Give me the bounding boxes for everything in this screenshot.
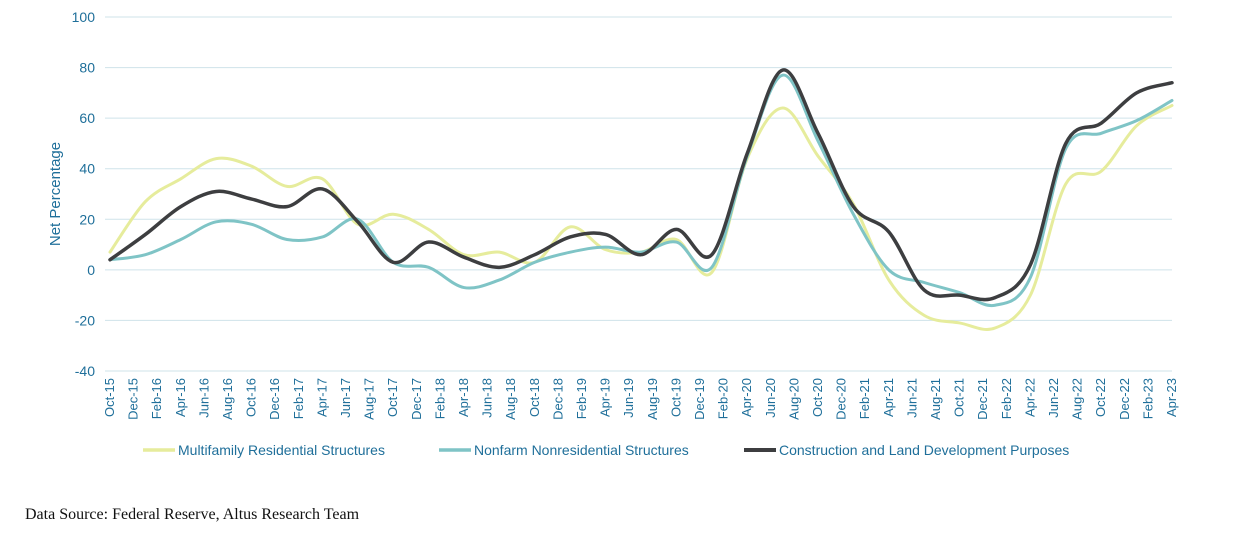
x-tick-label: Dec-19	[692, 378, 707, 420]
legend-label: Nonfarm Nonresidential Structures	[474, 442, 689, 458]
y-tick-label: -40	[75, 363, 95, 379]
gridlines	[105, 16, 1172, 372]
x-tick-label: Apr-21	[881, 378, 896, 417]
x-tick-label: Feb-23	[1140, 378, 1155, 419]
x-tick-label: Jun-20	[763, 378, 778, 418]
x-tick-label: Aug-16	[220, 378, 235, 420]
y-tick-label: 80	[79, 60, 95, 76]
y-tick-label: 60	[79, 110, 95, 126]
y-tick-label: 0	[87, 262, 95, 278]
x-tick-label: Dec-18	[550, 378, 565, 420]
series-line	[108, 68, 1174, 302]
x-tick-label: Feb-21	[857, 378, 872, 419]
x-tick-label: Aug-21	[928, 378, 943, 420]
line-chart: 100 80 60 40 20 0 -20 -40 Net Percentage Oct-15…	[47, 9, 1179, 458]
x-tick-label: Oct-16	[244, 378, 259, 417]
x-tick-label: Dec-22	[1117, 378, 1132, 420]
x-tick-label: Oct-15	[102, 378, 117, 417]
y-tick-label: -20	[75, 312, 95, 328]
series-lines	[108, 68, 1174, 331]
x-tick-label: Dec-20	[834, 378, 849, 420]
x-tick-label: Feb-16	[149, 378, 164, 419]
x-tick-label: Feb-17	[291, 378, 306, 419]
x-tick-label: Oct-18	[527, 378, 542, 417]
x-tick-label: Jun-19	[621, 378, 636, 418]
x-tick-label: Oct-20	[810, 378, 825, 417]
x-tick-label: Jun-17	[338, 378, 353, 418]
x-tick-label: Apr-22	[1022, 378, 1037, 417]
x-axis-ticks: Oct-15 Dec-15 Feb-16 Apr-16 Jun-16 Aug-16 Oct-…	[102, 378, 1179, 420]
y-axis-ticks: 100 80 60 40 20 0 -20 -40	[72, 9, 96, 379]
data-source-note: Data Source: Federal Reserve, Altus Rese…	[25, 506, 360, 523]
legend-label: Construction and Land Development Purpos…	[779, 442, 1069, 458]
x-tick-label: Feb-18	[432, 378, 447, 419]
y-tick-label: 100	[72, 9, 96, 25]
x-tick-label: Jun-18	[480, 378, 495, 418]
series-line	[108, 104, 1174, 331]
x-tick-label: Apr-23	[1164, 378, 1179, 417]
x-tick-label: Apr-16	[173, 378, 188, 417]
x-tick-label: Aug-20	[786, 378, 801, 420]
x-tick-label: Feb-20	[716, 378, 731, 419]
x-tick-label: Jun-16	[196, 378, 211, 418]
x-tick-label: Jun-22	[1046, 378, 1061, 418]
x-tick-label: Oct-19	[668, 378, 683, 417]
x-tick-label: Oct-21	[952, 378, 967, 417]
x-tick-label: Aug-17	[362, 378, 377, 420]
x-tick-label: Aug-22	[1070, 378, 1085, 420]
x-tick-label: Apr-18	[456, 378, 471, 417]
x-tick-label: Dec-21	[975, 378, 990, 420]
x-tick-label: Jun-21	[904, 378, 919, 418]
x-tick-label: Aug-19	[645, 378, 660, 420]
series-line	[108, 73, 1174, 308]
x-tick-label: Aug-18	[503, 378, 518, 420]
x-tick-label: Oct-22	[1093, 378, 1108, 417]
x-tick-label: Feb-22	[999, 378, 1014, 419]
y-tick-label: 40	[79, 161, 95, 177]
x-tick-label: Dec-16	[267, 378, 282, 420]
y-axis-label: Net Percentage	[47, 142, 64, 246]
legend: Multifamily Residential Structures Nonfar…	[143, 442, 1069, 458]
x-tick-label: Apr-17	[314, 378, 329, 417]
legend-label: Multifamily Residential Structures	[178, 442, 385, 458]
x-tick-label: Dec-15	[126, 378, 141, 420]
x-tick-label: Apr-20	[739, 378, 754, 417]
x-tick-label: Feb-19	[574, 378, 589, 419]
y-tick-label: 20	[79, 211, 95, 227]
x-tick-label: Dec-17	[409, 378, 424, 420]
x-tick-label: Oct-17	[385, 378, 400, 417]
x-tick-label: Apr-19	[598, 378, 613, 417]
